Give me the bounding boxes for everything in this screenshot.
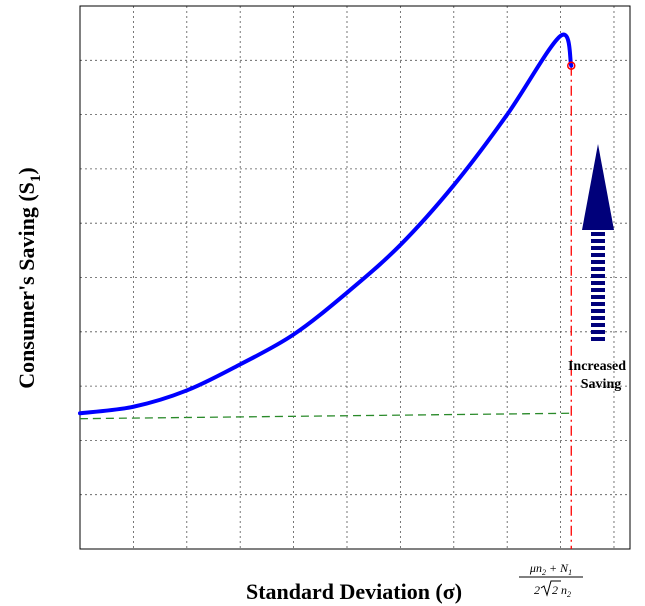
arrow-dashed-tail [591,232,605,341]
arrow-tail-dash [591,274,605,278]
arrow-tail-dash [591,239,605,243]
arrow-tail-dash [591,302,605,306]
plot-frame [79,5,631,550]
curve-end-marker [567,61,576,70]
arrow-tail-dash [591,232,605,236]
series-layer [78,32,576,549]
arrow-tail-dash [591,267,605,271]
increase-arrow [582,144,614,341]
arrow-tail-dash [591,330,605,334]
arrow-head [582,144,614,230]
radical-sign-icon [540,580,561,597]
arrow-tail-dash [591,316,605,320]
arrow-tail-dash [591,281,605,285]
arrow-tail-dash [591,309,605,313]
formula-numerator: μn2 + N1 [529,561,572,577]
arrow-tail-dash [591,260,605,264]
arrow-tail-dash [591,253,605,257]
grid [80,6,630,549]
x-axis-label: Standard Deviation (σ) [246,579,462,604]
arrow-tail-dash [591,295,605,299]
arrow-tail-dash [591,323,605,327]
annotation-line-1: Increased [568,359,626,374]
annotation-line-2: Saving [581,377,621,392]
arrow-tail-dash [591,246,605,250]
saving-curve [78,32,574,416]
formula-denominator-pre: 2 [534,583,540,597]
formula-denominator-root: 2 [552,583,558,597]
formula-denominator-n: n2 [561,583,571,599]
x-tick-formula: μn2 + N1 2 2 n2 [519,561,583,599]
arrow-tail-dash [591,337,605,341]
baseline-dashed-line [79,412,572,420]
arrow-tail-dash [591,288,605,292]
y-axis-label: Consumer's Saving (S1) [14,167,44,388]
